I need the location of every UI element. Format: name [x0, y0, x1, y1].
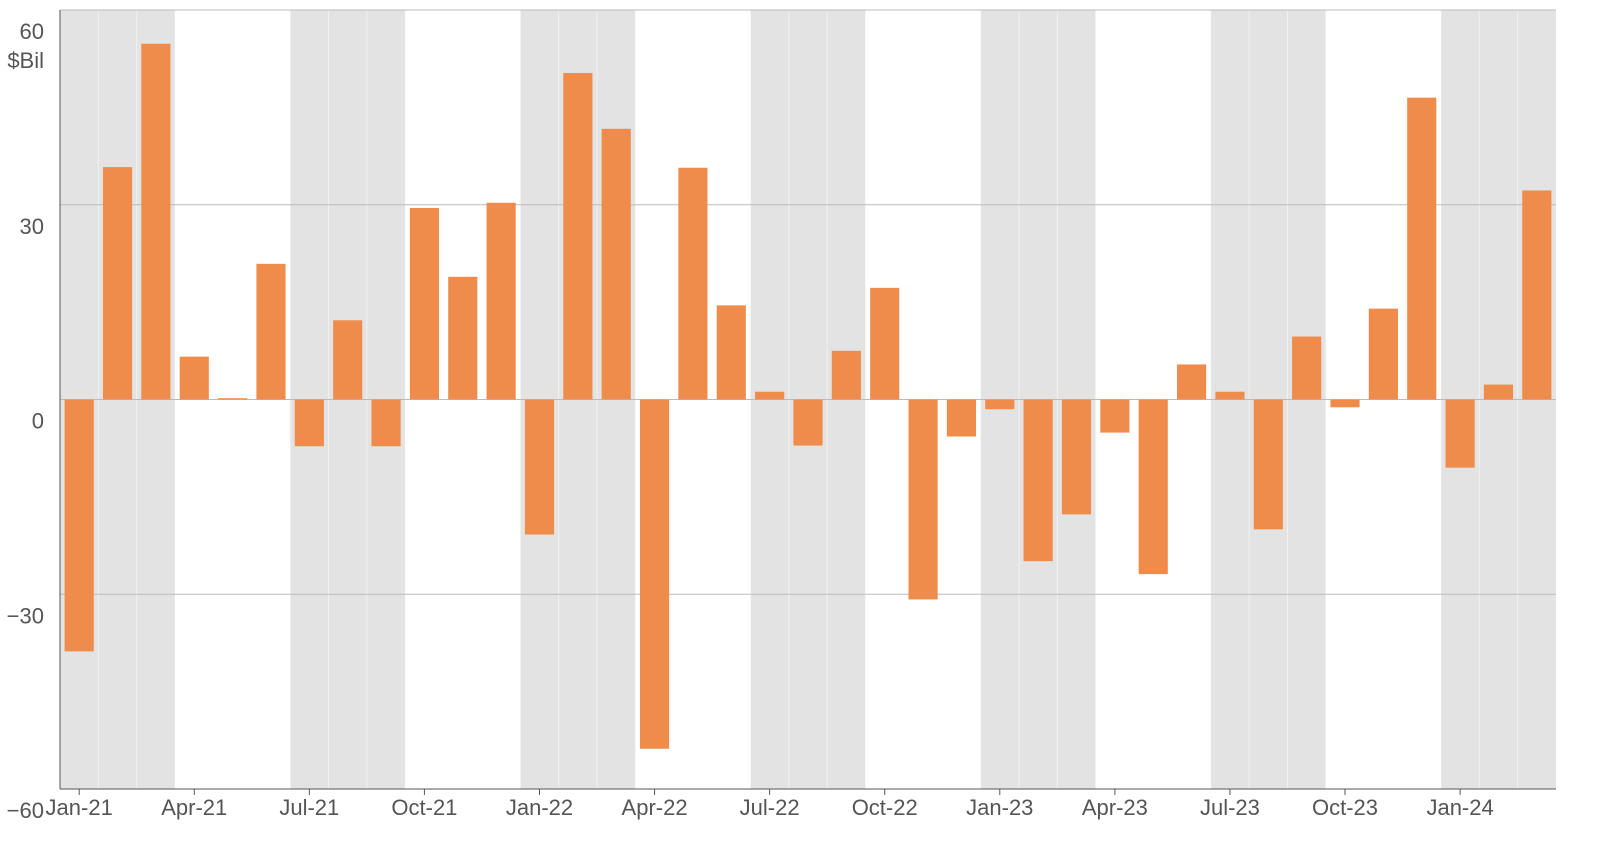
bar [486, 202, 516, 400]
x-tick-label: Oct-23 [1312, 795, 1378, 820]
bar [716, 305, 746, 400]
x-tick-label: Jan-24 [1426, 795, 1493, 820]
bar [563, 72, 593, 400]
x-tick-label: Apr-21 [161, 795, 227, 820]
bar [218, 398, 248, 400]
bar [64, 399, 94, 652]
bar [371, 399, 401, 447]
bar [141, 43, 171, 400]
x-tick-label: Oct-21 [391, 795, 457, 820]
bar [333, 320, 363, 400]
y-unit-label: $Bil [7, 48, 44, 73]
y-tick-label: 60 [20, 19, 44, 44]
bar [179, 356, 209, 400]
bar [409, 207, 439, 400]
bar [755, 391, 785, 400]
y-tick-label: 30 [20, 214, 44, 239]
bar [601, 128, 631, 400]
bar [908, 399, 938, 600]
x-tick-label: Jul-21 [279, 795, 339, 820]
x-tick-label: Jul-23 [1200, 795, 1260, 820]
bar [524, 399, 555, 535]
y-tick-label: 0 [32, 409, 44, 434]
x-tick-label: Jan-21 [46, 795, 113, 820]
bar [793, 399, 823, 446]
bar [985, 399, 1015, 410]
x-tick-label: Apr-22 [622, 795, 688, 820]
bar [831, 350, 861, 400]
bar [870, 287, 900, 400]
bar [1445, 399, 1475, 468]
bar [678, 167, 708, 400]
bar [1368, 308, 1398, 400]
bar [448, 276, 478, 400]
bar [1253, 399, 1283, 530]
bar [1061, 399, 1092, 515]
bar [1407, 97, 1437, 400]
bar [1023, 399, 1053, 562]
x-tick-label: Jan-22 [506, 795, 573, 820]
y-tick-label: −30 [7, 603, 44, 628]
bar [639, 399, 670, 749]
y-tick-label: −60 [7, 798, 44, 823]
x-tick-label: Jul-22 [740, 795, 800, 820]
bar [946, 399, 977, 437]
bar [256, 263, 286, 400]
bar [1177, 364, 1207, 400]
bar [1215, 391, 1245, 400]
bar [1292, 336, 1322, 400]
x-tick-label: Jan-23 [966, 795, 1033, 820]
bar [294, 399, 324, 447]
bar [1330, 399, 1360, 408]
x-tick-label: Oct-22 [852, 795, 918, 820]
x-tick-label: Apr-23 [1082, 795, 1148, 820]
bar [1138, 399, 1168, 575]
bar [1483, 384, 1514, 400]
bar [1522, 190, 1552, 400]
bar [102, 167, 133, 400]
bar [1100, 399, 1130, 433]
